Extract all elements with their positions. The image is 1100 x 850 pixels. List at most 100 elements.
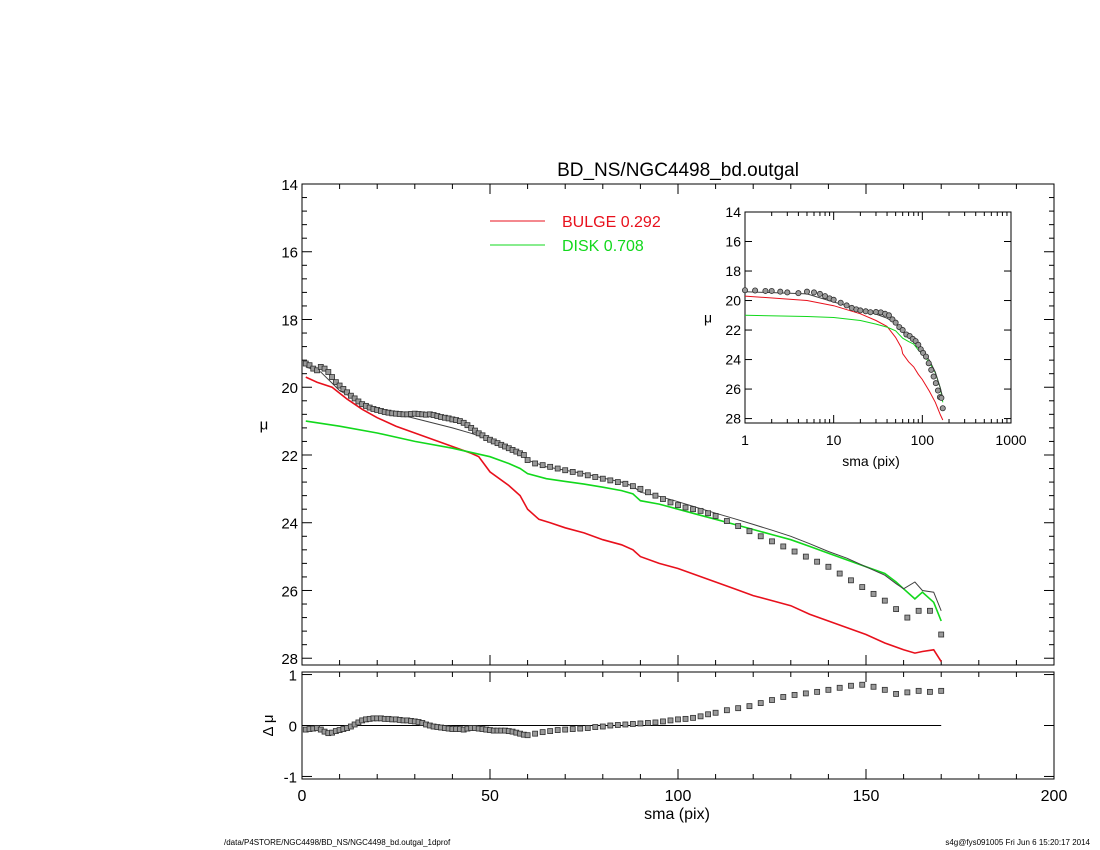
main-data-point <box>351 395 358 402</box>
residual-point <box>712 709 719 716</box>
inset-data-point <box>928 366 935 373</box>
residual-point <box>938 687 945 694</box>
residual-point <box>614 722 621 728</box>
main-data-point <box>614 479 621 485</box>
residual-point <box>870 683 877 690</box>
residual-point <box>562 726 569 733</box>
main-data-point <box>757 533 764 540</box>
main-data-point <box>314 367 320 374</box>
inset-x-tick-label: 100 <box>911 432 935 448</box>
inset-data-point <box>752 287 759 294</box>
residual-point <box>769 697 775 703</box>
residual-point <box>637 720 644 727</box>
residual-point <box>584 725 591 731</box>
inset-data-point <box>803 288 810 295</box>
inset-data-point <box>872 309 879 316</box>
inset-data-point <box>938 394 945 401</box>
main-data-point <box>660 496 666 502</box>
residual-point <box>881 686 888 693</box>
main-data-point <box>629 483 636 490</box>
main-data-point <box>562 467 569 474</box>
residual-point <box>915 687 922 694</box>
inset-y-axis-label: μ <box>704 310 712 326</box>
residual-point <box>622 721 629 728</box>
residual-point <box>705 711 711 718</box>
inset-data-point <box>837 299 844 306</box>
inset-y-tick-label: 14 <box>725 204 741 220</box>
main-data-point <box>814 558 821 565</box>
residual-point <box>893 691 899 697</box>
main-bulge-line <box>305 376 942 663</box>
residual-y-axis-label: Δ μ <box>260 714 277 736</box>
inset-data-point <box>810 289 817 296</box>
residual-point <box>629 721 636 727</box>
residual-point <box>675 716 681 723</box>
main-data-point <box>723 518 730 524</box>
main-data-point <box>306 362 313 369</box>
inset-bulge-line <box>744 295 944 421</box>
main-data-point <box>584 472 591 479</box>
residual-point <box>607 722 614 729</box>
residual-point <box>599 723 606 730</box>
inset-data-point <box>843 302 850 309</box>
main-data-point <box>622 480 629 487</box>
inset-y-tick-label: 26 <box>725 381 741 397</box>
inset-data-point <box>899 327 906 334</box>
main-data-point <box>645 489 651 496</box>
main-data-point <box>325 369 332 375</box>
inset-x-axis-label: sma (pix) <box>842 453 900 469</box>
main-data-point <box>893 606 899 613</box>
inset-data-point <box>784 289 791 296</box>
residual-point <box>904 689 911 696</box>
main-data-point <box>915 607 922 614</box>
main-data-point <box>554 465 561 472</box>
main-data-point <box>637 485 644 492</box>
main-data-point <box>712 513 719 519</box>
main-data-point <box>682 504 689 511</box>
main-data-point <box>780 543 787 550</box>
main-data-point <box>524 457 531 463</box>
main-y-tick-label: 24 <box>281 516 298 533</box>
residual-point <box>791 692 798 698</box>
residual-point <box>697 713 704 720</box>
residual-point <box>539 729 546 736</box>
main-data-point <box>690 506 696 513</box>
residual-point <box>554 727 561 733</box>
main-data-point <box>870 590 877 597</box>
footer-file-path: /data/P4STORE/NGC4498/BD_NS/NGC4498_bd.o… <box>224 838 451 847</box>
inset-data-point <box>915 341 922 348</box>
main-data-point <box>577 470 584 477</box>
inset-data-point <box>939 405 946 412</box>
main-data-point <box>836 570 843 577</box>
main-y-axis-label: μ <box>260 417 269 434</box>
residual-y-tick-label: 1 <box>289 668 297 685</box>
main-y-tick-label: 20 <box>281 380 298 397</box>
main-data-point <box>848 577 854 584</box>
inset-log-panel: 14 16 18 20 22 24 26 281 10 100 1000 sma (pix) μ <box>704 204 1027 469</box>
main-data-point <box>336 382 343 389</box>
inset-x-tick-label: 1000 <box>995 432 1026 448</box>
inset-data-point <box>830 296 837 303</box>
residual-point <box>682 715 689 722</box>
inset-y-tick-label: 22 <box>725 322 741 338</box>
inset-data-point <box>777 288 784 295</box>
main-data-point <box>332 379 339 386</box>
main-data-point <box>675 502 681 509</box>
main-data-point <box>904 614 911 621</box>
residual-x-tick-label: 100 <box>665 788 692 805</box>
residual-x-tick-label: 150 <box>853 788 880 805</box>
main-data-point <box>825 563 832 570</box>
residual-point <box>667 717 674 724</box>
main-data-point <box>697 507 704 514</box>
main-data-point <box>881 597 888 604</box>
residual-point <box>592 724 599 730</box>
main-data-point <box>344 389 351 396</box>
main-profile-panel: BD_NS/NGC4498_bd.outgal 14 16 18 20 22 24 26 28 μ… <box>260 160 1055 668</box>
x-axis-label: sma (pix) <box>644 806 710 823</box>
inset-data-point <box>892 319 899 326</box>
inset-plot-frame <box>744 211 1012 424</box>
residual-point <box>757 700 764 706</box>
main-data-point <box>321 365 328 372</box>
inset-x-tick-label: 1 <box>741 432 749 448</box>
